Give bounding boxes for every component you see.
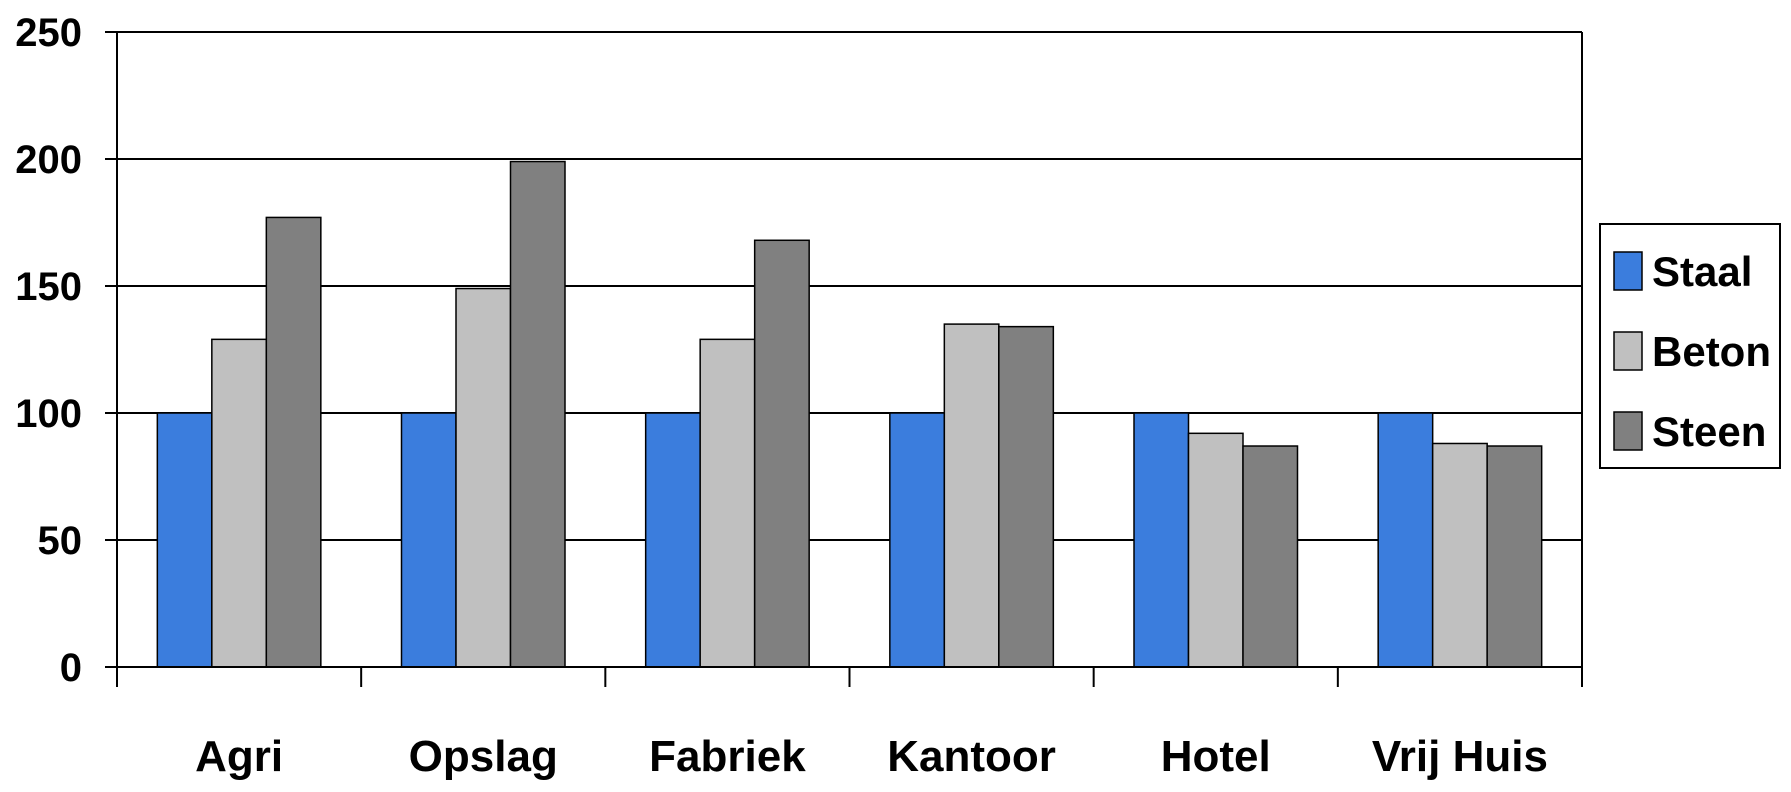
x-category-label: Hotel	[1161, 732, 1271, 781]
bar-staal-hotel	[1133, 412, 1190, 668]
y-tick-labels: 0 50 100 150 200 250	[15, 11, 82, 690]
y-tick-label: 150	[15, 265, 82, 309]
x-category-label: Kantoor	[887, 732, 1056, 781]
legend-swatch-staal	[1613, 251, 1643, 291]
legend: Staal Beton Steen	[1599, 223, 1781, 469]
bar-steen-hotel	[1242, 445, 1299, 668]
gridlines	[117, 31, 1582, 541]
bar-staal-vrij-huis	[1377, 412, 1434, 668]
x-category-label: Opslag	[409, 732, 558, 781]
bar-beton-vrij-huis	[1431, 442, 1488, 668]
bar-staal-opslag	[400, 412, 457, 668]
y-tick-label: 50	[38, 519, 83, 563]
y-tick-label: 200	[15, 138, 82, 182]
bar-staal-fabriek	[644, 412, 701, 668]
y-tick-label: 100	[15, 392, 82, 436]
bar-steen-vrij-huis	[1486, 445, 1543, 668]
bar-beton-kantoor	[943, 323, 1000, 668]
bar-beton-hotel	[1187, 432, 1244, 668]
bar-staal-agri	[156, 412, 213, 668]
legend-swatch-beton	[1613, 331, 1643, 371]
axes	[105, 31, 1583, 687]
x-category-label: Fabriek	[649, 732, 806, 781]
bar-steen-agri	[265, 216, 322, 668]
x-category-label: Vrij Huis	[1372, 732, 1548, 781]
x-category-labels: Agri Opslag Fabriek Kantoor Hotel Vrij Huis	[195, 732, 1548, 781]
y-tick-label: 0	[60, 646, 82, 690]
legend-label-staal: Staal	[1652, 248, 1752, 295]
x-category-label: Agri	[195, 732, 283, 781]
y-tick-label: 250	[15, 11, 82, 55]
bar-beton-agri	[211, 338, 268, 668]
bar-beton-opslag	[455, 287, 512, 668]
bar-beton-fabriek	[699, 338, 756, 668]
bars	[156, 160, 1543, 668]
bar-steen-kantoor	[998, 325, 1055, 668]
legend-label-beton: Beton	[1652, 328, 1771, 375]
bar-steen-opslag	[509, 160, 566, 668]
bar-steen-fabriek	[753, 239, 810, 668]
legend-label-steen: Steen	[1652, 408, 1766, 455]
bar-staal-kantoor	[889, 412, 946, 668]
legend-swatch-steen	[1613, 411, 1643, 451]
